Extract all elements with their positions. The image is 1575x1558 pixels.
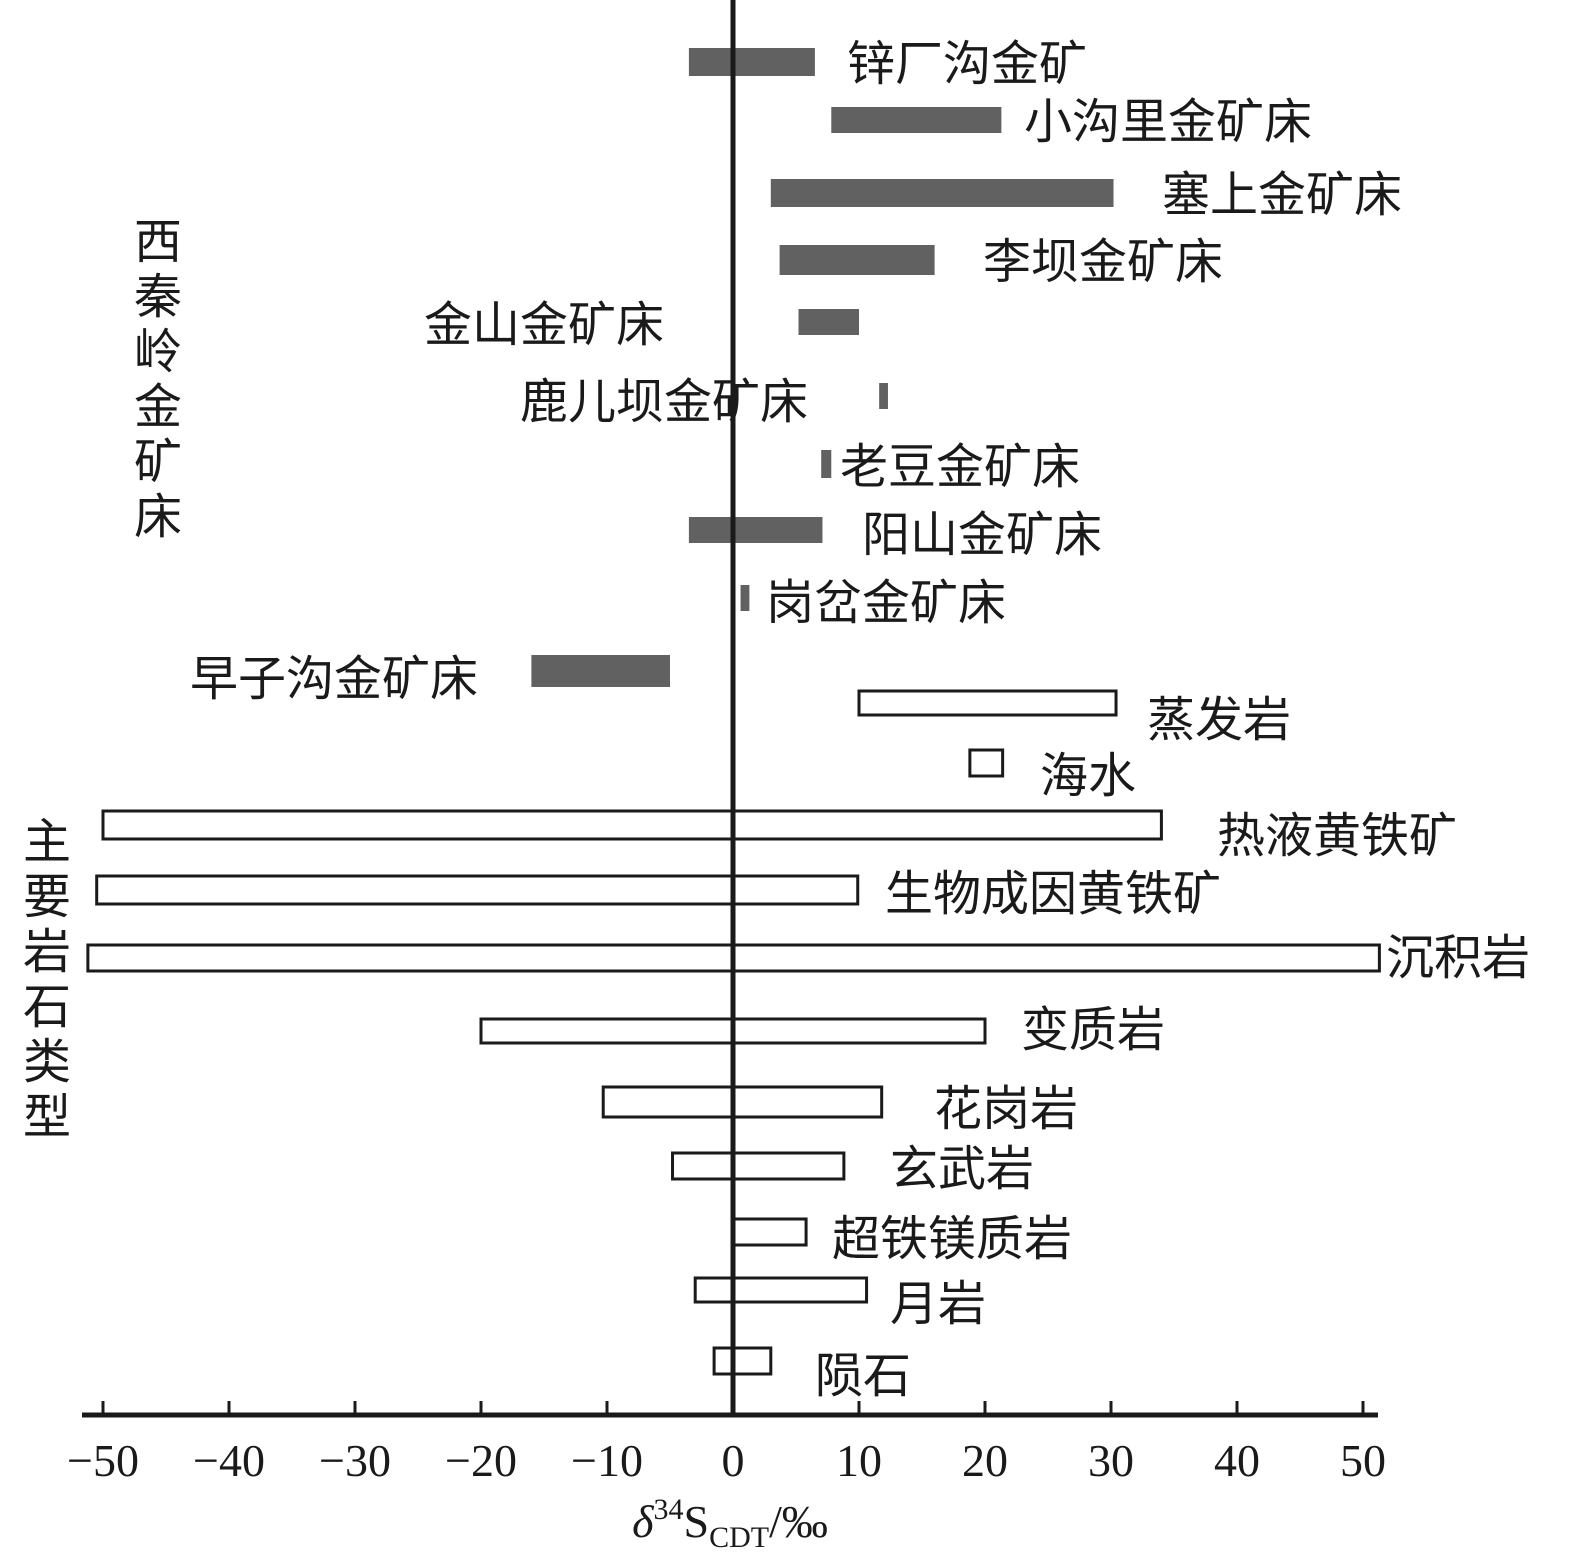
range-label-2: 塞上金矿床 [1162, 167, 1402, 223]
range-label-6: 老豆金矿床 [840, 439, 1080, 495]
x-tick-label: −30 [319, 1435, 391, 1486]
x-axis-title-main: S [684, 1496, 710, 1547]
x-axis-title-unit: /‰ [769, 1496, 828, 1547]
range-bar-20 [712, 1346, 773, 1376]
range-label-16: 花岗岩 [934, 1081, 1078, 1137]
group-label-1-char: 型 [23, 1089, 71, 1145]
x-tick-label: 20 [962, 1435, 1008, 1486]
range-bar-0 [688, 48, 815, 76]
x-tick-label: −10 [571, 1435, 643, 1486]
group-label-0-char: 金 [134, 379, 182, 435]
group-label-0-char: 秦 [134, 269, 182, 325]
x-tick-label: 40 [1214, 1435, 1260, 1486]
range-bar-12 [101, 809, 1163, 841]
range-bar-8 [740, 585, 750, 611]
range-bar-3 [779, 245, 935, 275]
range-bar-16 [601, 1085, 884, 1119]
x-axis: −50 −40 −30 −20 −10 0 10 20 30 40 50 [67, 1401, 1386, 1486]
range-label-10: 蒸发岩 [1147, 692, 1291, 748]
group-label-1-char: 要 [23, 869, 71, 925]
x-tick-label: 30 [1088, 1435, 1134, 1486]
range-label-8: 岗岔金矿床 [766, 575, 1006, 631]
range-bar-1 [831, 107, 1002, 133]
group-label-1-char: 石 [23, 979, 71, 1035]
range-label-5: 鹿儿坝金矿床 [520, 374, 808, 430]
range-bar-9 [531, 655, 670, 687]
x-tick-label: 10 [836, 1435, 882, 1486]
x-axis-title-superscript: 34 [654, 1493, 684, 1526]
group-label-1-char: 类 [23, 1034, 71, 1090]
range-bar-18 [731, 1217, 808, 1247]
range-bar-10 [857, 689, 1118, 717]
range-label-7: 阳山金矿床 [862, 507, 1102, 563]
range-bar-13 [95, 874, 860, 906]
range-label-18: 超铁镁质岩 [832, 1211, 1072, 1267]
range-label-19: 月岩 [890, 1276, 986, 1332]
x-tick-label: −40 [193, 1435, 265, 1486]
range-label-4: 金山金矿床 [424, 297, 664, 353]
range-label-9: 早子沟金矿床 [190, 651, 478, 707]
group-label-0-char: 西 [134, 214, 182, 270]
group-label-0: 西秦岭金矿床 [134, 214, 182, 545]
range-bar-5 [879, 383, 888, 409]
group-label-0-char: 床 [134, 489, 182, 545]
range-label-11: 海水 [1040, 748, 1136, 804]
group-label-1-char: 主 [23, 814, 71, 870]
range-bar-7 [688, 517, 823, 543]
x-tick-label: −20 [445, 1435, 517, 1486]
range-label-1: 小沟里金矿床 [1024, 94, 1312, 150]
range-bar-11 [968, 748, 1005, 778]
x-tick-label: −50 [67, 1435, 139, 1486]
x-axis-title-delta: δ [632, 1496, 654, 1547]
range-label-0: 锌厂沟金矿 [847, 36, 1087, 92]
range-labels: 锌厂沟金矿小沟里金矿床塞上金矿床李坝金矿床金山金矿床鹿儿坝金矿床老豆金矿床阳山金… [190, 36, 1530, 1404]
x-axis-title-subscript: CDT [709, 1521, 769, 1554]
group-label-1-char: 岩 [23, 924, 71, 980]
range-bar-19 [693, 1276, 869, 1304]
x-tick-label: 50 [1340, 1435, 1386, 1486]
x-tick-label: 0 [722, 1435, 745, 1486]
range-bar-6 [821, 450, 832, 478]
range-label-14: 沉积岩 [1386, 930, 1530, 986]
range-bar-2 [770, 179, 1114, 207]
range-label-17: 玄武岩 [890, 1141, 1034, 1197]
group-label-0-char: 矿 [134, 434, 182, 490]
range-label-20: 陨石 [815, 1348, 911, 1404]
range-label-13: 生物成因黄铁矿 [885, 866, 1221, 922]
range-bar-4 [798, 309, 859, 335]
range-label-15: 变质岩 [1021, 1002, 1165, 1058]
range-bar-17 [671, 1151, 846, 1181]
range-label-12: 热液黄铁矿 [1217, 808, 1457, 864]
group-label-1: 主要岩石类型 [23, 814, 71, 1145]
range-label-3: 李坝金矿床 [983, 234, 1223, 290]
x-axis-title: δ34SCDT/‰ [632, 1493, 828, 1554]
group-label-0-char: 岭 [134, 324, 182, 380]
